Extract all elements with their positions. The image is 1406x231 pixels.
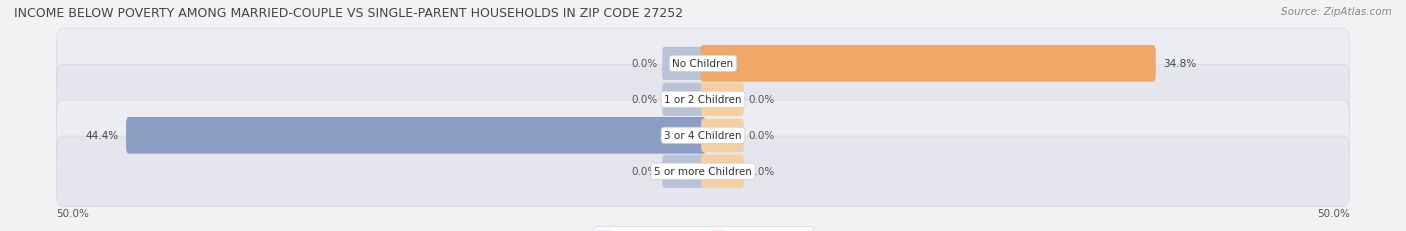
Text: No Children: No Children [672, 59, 734, 69]
Text: 0.0%: 0.0% [631, 167, 658, 176]
FancyBboxPatch shape [662, 83, 704, 116]
FancyBboxPatch shape [56, 101, 1350, 171]
FancyBboxPatch shape [662, 48, 704, 81]
FancyBboxPatch shape [702, 83, 744, 116]
FancyBboxPatch shape [127, 117, 706, 154]
Text: 0.0%: 0.0% [748, 167, 775, 176]
Text: 50.0%: 50.0% [1317, 208, 1350, 218]
FancyBboxPatch shape [56, 137, 1350, 207]
Text: 50.0%: 50.0% [56, 208, 89, 218]
Text: 3 or 4 Children: 3 or 4 Children [664, 131, 742, 141]
FancyBboxPatch shape [662, 155, 704, 188]
Text: 1 or 2 Children: 1 or 2 Children [664, 95, 742, 105]
Text: 34.8%: 34.8% [1164, 59, 1197, 69]
Text: Source: ZipAtlas.com: Source: ZipAtlas.com [1281, 7, 1392, 17]
FancyBboxPatch shape [56, 65, 1350, 135]
Text: 0.0%: 0.0% [748, 95, 775, 105]
FancyBboxPatch shape [702, 155, 744, 188]
Text: 0.0%: 0.0% [631, 95, 658, 105]
FancyBboxPatch shape [700, 46, 1156, 82]
Text: INCOME BELOW POVERTY AMONG MARRIED-COUPLE VS SINGLE-PARENT HOUSEHOLDS IN ZIP COD: INCOME BELOW POVERTY AMONG MARRIED-COUPL… [14, 7, 683, 20]
Text: 0.0%: 0.0% [631, 59, 658, 69]
FancyBboxPatch shape [56, 29, 1350, 99]
Text: 44.4%: 44.4% [86, 131, 118, 141]
FancyBboxPatch shape [702, 119, 744, 152]
Legend: Married Couples, Single Parents: Married Couples, Single Parents [593, 226, 813, 231]
Text: 5 or more Children: 5 or more Children [654, 167, 752, 176]
Text: 0.0%: 0.0% [748, 131, 775, 141]
